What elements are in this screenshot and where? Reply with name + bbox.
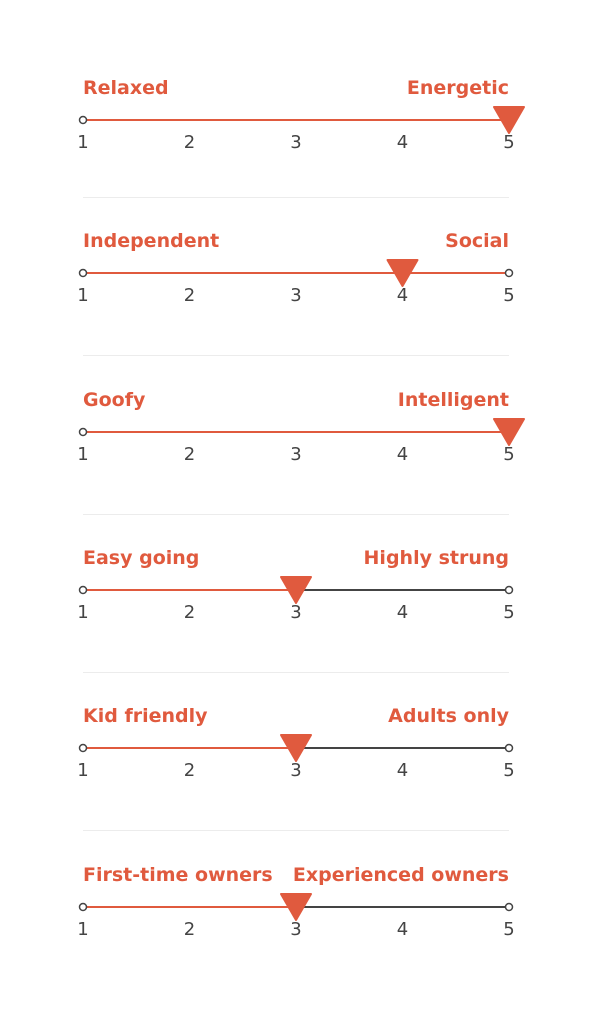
tick-label: 3 — [290, 919, 302, 940]
track-start-dot — [78, 268, 88, 278]
tick-label: 4 — [396, 760, 409, 781]
tick-label: 3 — [290, 602, 302, 623]
scale-left-label: Independent — [83, 230, 220, 252]
tick-label: 5 — [503, 919, 515, 940]
trait-scale: First-time owners Experienced owners 1 2 3 4 5 — [0, 863, 597, 963]
tick-label: 5 — [503, 602, 515, 623]
tick-label: 2 — [183, 919, 196, 940]
section-divider — [83, 672, 509, 673]
scale-track — [78, 106, 525, 134]
section-divider — [83, 197, 509, 198]
track-start-dot — [78, 585, 88, 595]
scale-right-label: Highly strung — [363, 547, 509, 569]
tick-labels: 1 2 3 4 5 — [0, 443, 597, 467]
section-divider — [83, 514, 509, 515]
tick-label: 3 — [290, 132, 302, 153]
track-end-dot — [504, 902, 514, 912]
trait-scale: Goofy Intelligent 1 2 3 4 5 — [0, 388, 597, 488]
scale-right-label: Experienced owners — [292, 864, 509, 886]
tick-label: 4 — [396, 285, 409, 306]
track-start-dot — [78, 743, 88, 753]
scale-right-label: Social — [445, 230, 509, 252]
scale-right-label: Intelligent — [397, 389, 509, 411]
tick-label: 1 — [77, 444, 89, 465]
tick-label: 4 — [396, 919, 409, 940]
tick-label: 5 — [503, 760, 515, 781]
value-marker-icon — [493, 106, 525, 134]
scale-track — [78, 893, 514, 921]
track-end-dot — [504, 268, 514, 278]
track-start-dot — [78, 902, 88, 912]
value-marker-icon — [280, 893, 312, 921]
trait-scale: Independent Social 1 2 3 4 5 — [0, 229, 597, 329]
scale-left-label: Relaxed — [83, 77, 169, 99]
track-start-dot — [78, 115, 88, 125]
scale-left-label: Kid friendly — [83, 705, 208, 727]
scale-track — [78, 734, 514, 762]
tick-label: 5 — [503, 132, 515, 153]
tick-label: 5 — [503, 444, 515, 465]
scale-right-label: Adults only — [388, 705, 509, 727]
tick-label: 4 — [396, 602, 409, 623]
tick-label: 2 — [183, 132, 196, 153]
tick-labels: 1 2 3 4 5 — [0, 601, 597, 625]
tick-label: 4 — [396, 444, 409, 465]
scale-left-label: First-time owners — [83, 864, 273, 886]
tick-labels: 1 2 3 4 5 — [0, 284, 597, 308]
tick-label: 2 — [183, 602, 196, 623]
tick-label: 1 — [77, 602, 89, 623]
trait-scale: Kid friendly Adults only 1 2 3 4 5 — [0, 704, 597, 804]
value-marker-icon — [280, 576, 312, 604]
tick-label: 1 — [77, 919, 89, 940]
tick-label: 2 — [183, 444, 196, 465]
section-divider — [83, 355, 509, 356]
value-marker-icon — [386, 259, 419, 287]
tick-labels: 1 2 3 4 5 — [0, 759, 597, 783]
tick-label: 1 — [77, 760, 89, 781]
tick-label: 2 — [183, 760, 196, 781]
value-marker-icon — [493, 418, 525, 446]
scale-left-label: Easy going — [83, 547, 200, 569]
trait-scale: Relaxed Energetic 1 2 3 4 5 — [0, 76, 597, 176]
value-marker-icon — [280, 734, 312, 762]
tick-label: 2 — [183, 285, 196, 306]
track-end-dot — [504, 743, 514, 753]
tick-labels: 1 2 3 4 5 — [0, 131, 597, 155]
scale-left-label: Goofy — [83, 389, 146, 411]
scale-track — [78, 576, 514, 604]
tick-label: 3 — [290, 760, 302, 781]
tick-label: 5 — [503, 285, 515, 306]
track-start-dot — [78, 427, 88, 437]
tick-label: 3 — [290, 285, 302, 306]
scale-track — [78, 259, 514, 287]
tick-label: 4 — [396, 132, 409, 153]
tick-labels: 1 2 3 4 5 — [0, 918, 597, 942]
tick-label: 1 — [77, 132, 89, 153]
track-end-dot — [504, 585, 514, 595]
scale-right-label: Energetic — [406, 77, 509, 99]
scale-track — [78, 418, 525, 446]
trait-scale: Easy going Highly strung 1 2 3 4 5 — [0, 546, 597, 646]
section-divider — [83, 830, 509, 831]
tick-label: 1 — [77, 285, 89, 306]
tick-label: 3 — [290, 444, 302, 465]
